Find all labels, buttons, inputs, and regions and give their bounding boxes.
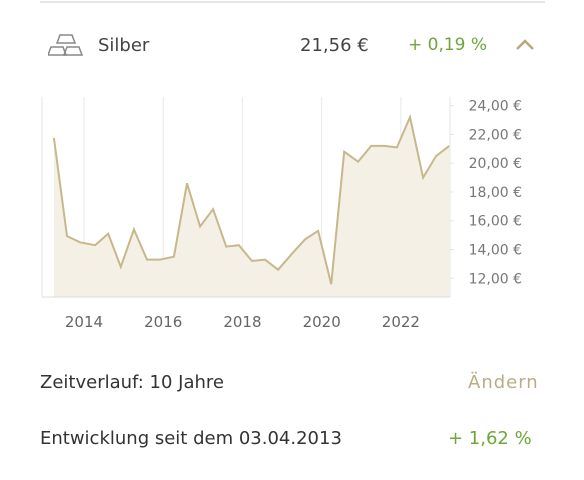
y-tick-label: 22,00 € — [469, 127, 522, 143]
silver-icon — [48, 34, 84, 56]
asset-name: Silber — [98, 35, 150, 56]
y-tick-label: 20,00 € — [469, 156, 522, 172]
y-tick-label: 18,00 € — [469, 185, 522, 201]
since-label: Entwicklung seit dem 03.04.2013 — [40, 428, 342, 449]
x-tick-label: 2020 — [303, 313, 341, 331]
line — [52, 113, 450, 285]
price-change: + 0,19 % — [408, 35, 488, 55]
x-tick-label: 2014 — [65, 313, 103, 331]
x-tick-label: 2018 — [223, 313, 261, 331]
change-period-button[interactable]: Ändern — [468, 372, 539, 393]
y-tick-label: 12,00 € — [469, 271, 522, 287]
y-tick-label: 14,00 € — [469, 243, 522, 259]
area — [53, 117, 450, 297]
since-change: + 1,62 % — [448, 428, 532, 449]
top-divider — [40, 1, 545, 3]
price: 21,56 € — [300, 35, 369, 56]
y-tick-label: 16,00 € — [469, 214, 522, 230]
chart: 2014 2016 2018 2020 2022 12,00 € 14,00 € 16,00 … — [41, 97, 522, 331]
collapse-button[interactable] — [514, 37, 536, 53]
x-tick-label: 2022 — [382, 313, 420, 331]
x-tick-label: 2016 — [144, 313, 182, 331]
period-label: Zeitverlauf: 10 Jahre — [40, 372, 224, 393]
y-tick-label: 24,00 € — [469, 99, 522, 115]
